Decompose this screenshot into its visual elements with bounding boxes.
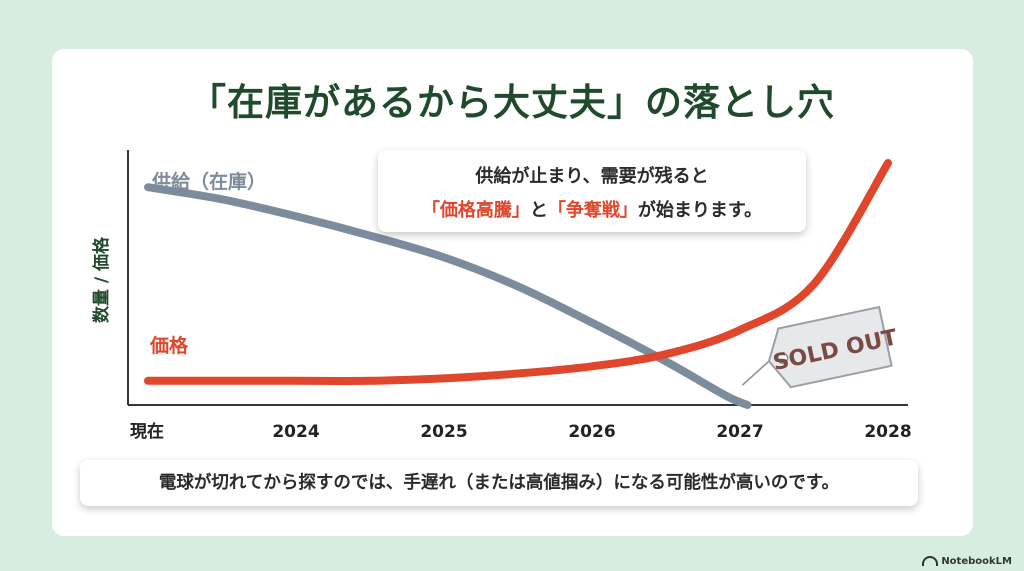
- callout-competition: 「争奪戦」: [547, 200, 638, 221]
- slide-card: [52, 49, 973, 536]
- callout-box: 供給が止まり、需要が残ると 「価格高騰」と「争奪戦」が始まります。: [378, 150, 806, 232]
- callout-and: と: [529, 200, 548, 221]
- x-tick-label: 2027: [716, 422, 763, 442]
- tag-shape: [767, 305, 893, 389]
- sold-out-tag: SOLD OUT: [741, 305, 899, 389]
- supply-line: [144, 183, 752, 409]
- notebooklm-watermark: NotebookLM: [922, 556, 1012, 567]
- callout-price-surge: 「価格高騰」: [421, 200, 530, 221]
- x-tick-label: 2028: [864, 422, 911, 442]
- callout-line-2: 「価格高騰」と「争奪戦」が始まります。: [378, 196, 806, 222]
- page-title: 「在庫があるから大丈夫」の落とし穴: [189, 81, 835, 124]
- callout-line-1: 供給が止まり、需要が残ると: [475, 166, 709, 187]
- bottom-note: 電球が切れてから探すのでは、手遅れ（または高値掴み）になる可能性が高いのです。: [80, 460, 918, 506]
- x-tick-label: 2026: [568, 422, 615, 442]
- callout-end: が始まります。: [637, 200, 763, 221]
- notebooklm-icon: [922, 556, 939, 566]
- series-label-supply: 供給（在庫）: [151, 170, 266, 193]
- x-tick-label: 2025: [420, 422, 467, 442]
- watermark-text: NotebookLM: [941, 556, 1012, 567]
- series-label-price: 価格: [149, 334, 189, 357]
- tag-string: [741, 360, 770, 386]
- price-line: [144, 159, 892, 385]
- y-axis-label: 数量 / 価格: [91, 236, 112, 323]
- tag-hole: [776, 352, 789, 364]
- x-tick-label: 2024: [272, 422, 319, 442]
- x-tick-label: 現在: [130, 421, 164, 442]
